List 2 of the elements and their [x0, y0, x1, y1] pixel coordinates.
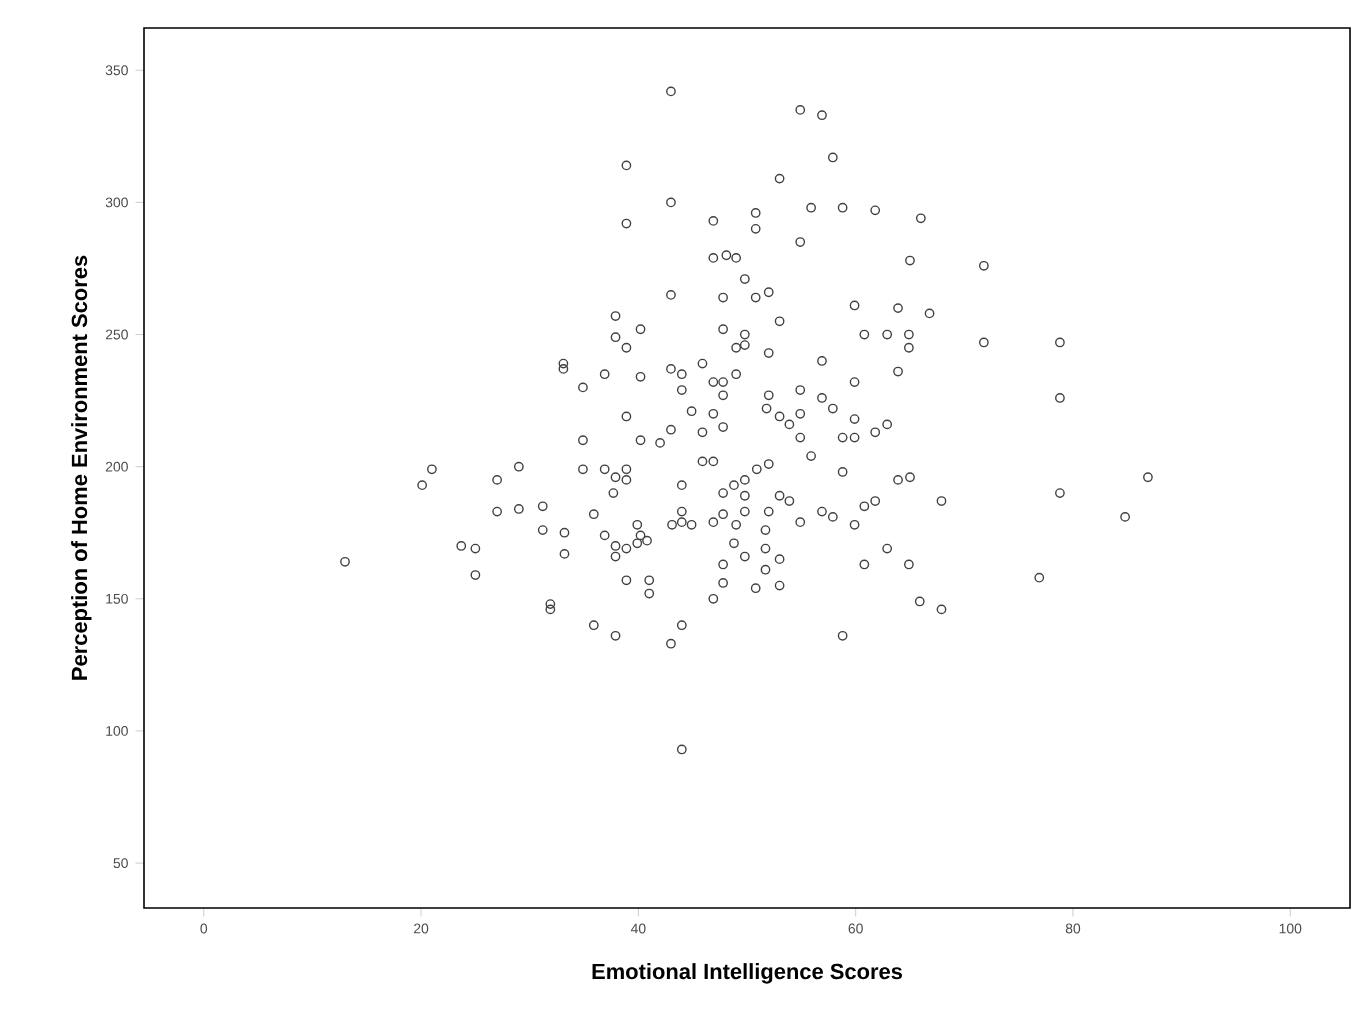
x-axis-title: Emotional Intelligence Scores — [592, 963, 902, 984]
y-axis-title: Perception of Home Environment Scores — [71, 255, 92, 680]
